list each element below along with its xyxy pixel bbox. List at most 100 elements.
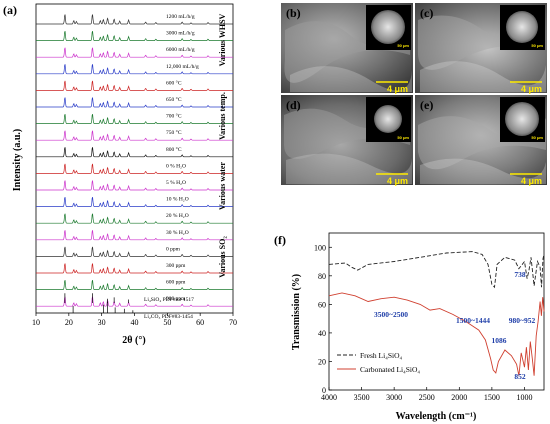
group-label-temp: Various temp. <box>218 92 227 140</box>
xrd-x-ticks: 10 20 30 40 50 60 70 <box>32 313 237 327</box>
xrd-trace <box>36 14 233 25</box>
xrd-trace-label: 12,000 mL/h/g <box>166 64 199 70</box>
xrd-reference-label: Li₂CO₃ PDF#83-1454 <box>144 314 193 320</box>
svg-text:50 μm: 50 μm <box>531 135 543 140</box>
xrd-trace-label: 600 °C <box>166 79 182 86</box>
ftir-fresh-curve <box>328 251 545 289</box>
xrd-trace <box>36 180 233 191</box>
xrd-trace <box>36 213 233 224</box>
xrd-trace-label: 3000 mL/h/g <box>166 31 195 37</box>
xrd-trace-label: 10 % H₂O <box>166 197 189 203</box>
xrd-trace-label: 0 % H₂O <box>166 163 186 169</box>
ftir-x-tick-label: 3500 <box>354 393 370 402</box>
xrd-x-tick-label: 20 <box>65 318 73 327</box>
ftir-y-axis-title: Transmission (%) <box>291 274 302 350</box>
xrd-trace <box>36 30 233 41</box>
ftir-y-tick-label: 40 <box>318 329 326 338</box>
ftir-x-tick-label: 4000 <box>321 393 337 402</box>
xrd-trace <box>36 196 233 207</box>
xrd-trace-label: 30 % H₂O <box>166 230 189 236</box>
group-label-so2: Various SO₂ <box>218 236 227 278</box>
xrd-trace <box>36 113 233 124</box>
xrd-trace-label: 20 % H₂O <box>166 213 189 219</box>
group-label-whsv: Various WHSV <box>218 13 227 66</box>
xrd-x-tick-label: 30 <box>98 318 106 327</box>
annotation-3500-2500: 3500~2500 <box>374 310 408 319</box>
annotation-738: 738 <box>514 270 526 279</box>
xrd-trace <box>36 263 233 274</box>
xrd-x-tick-label: 10 <box>32 318 40 327</box>
xrd-reference-patterns: Li₄SiO₄ PDF#83-1517 Li₂CO₃ PDF#83-1454 <box>64 293 194 320</box>
xrd-trace-label: 700 °C <box>166 113 182 120</box>
xrd-trace-label: 1200 mL/h/g <box>166 14 195 20</box>
xrd-trace-labels: 1200 mL/h/g 3000 mL/h/g 6000 mL/h/g 12,000 … <box>166 14 199 302</box>
svg-text:50 μm: 50 μm <box>397 135 409 140</box>
xrd-trace <box>36 64 233 75</box>
xrd-x-axis-title: 2θ (°) <box>122 335 145 346</box>
xrd-trace-label: 750 °C <box>166 129 182 136</box>
group-label-water: Various water <box>218 162 227 210</box>
annotation-1086: 1086 <box>492 336 507 345</box>
panel-f-label: (f) <box>274 233 286 247</box>
ftir-x-tick-label: 2500 <box>419 393 435 402</box>
xrd-trace-label: 0 ppm <box>166 246 181 252</box>
ftir-carbonated-curve <box>328 292 545 376</box>
ftir-x-tick-label: 1500 <box>484 393 500 402</box>
sem-panel-label: (e) <box>420 98 433 112</box>
sem-panel-b: 50 μm (b) 4 μm <box>281 3 413 94</box>
ftir-x-tick-label: 2000 <box>451 393 467 402</box>
xrd-x-tick-label: 40 <box>131 318 139 327</box>
xrd-trace <box>36 246 233 257</box>
xrd-trace <box>36 80 233 91</box>
xrd-reference-label: Li₄SiO₄ PDF#83-1517 <box>144 297 194 303</box>
xrd-trace-label: 800 °C <box>166 146 182 153</box>
xrd-y-axis-title: Intensity (a.u.) <box>12 129 23 192</box>
ftir-y-ticks: 0 20 40 60 80 100 <box>314 243 332 395</box>
svg-text:50 μm: 50 μm <box>397 43 409 48</box>
sem-panel-label: (b) <box>286 6 301 20</box>
ftir-y-tick-label: 60 <box>318 300 326 309</box>
xrd-trace-label: 650 °C <box>166 96 182 103</box>
sem-panel-c: 50 μm (c) 4 μm <box>415 3 547 94</box>
xrd-trace <box>36 147 233 158</box>
ftir-x-tick-label: 1000 <box>516 393 532 402</box>
annotation-1500-1444: 1500~1444 <box>456 316 490 325</box>
svg-text:50 μm: 50 μm <box>531 43 543 48</box>
xrd-trace <box>36 97 233 108</box>
legend-fresh-label: Fresh Li₄SiO₄ <box>360 351 402 360</box>
scale-label: 4 μm <box>387 176 408 186</box>
xrd-trace-label: 600 ppm <box>166 280 186 286</box>
sem-panel-e: 50 μm (e) 4 μm <box>415 95 547 186</box>
xrd-trace <box>36 163 233 174</box>
annotation-980-952: 980~952 <box>509 316 536 325</box>
xrd-traces <box>36 14 233 307</box>
xrd-trace-label: 900 ppm <box>166 296 186 302</box>
xrd-x-tick-label: 60 <box>196 318 204 327</box>
xrd-trace <box>36 130 233 141</box>
xrd-panel: (a) 1200 mL/h/g 3000 mL/h/g 6000 mL/h/g 12,… <box>3 3 237 346</box>
xrd-trace <box>36 230 233 241</box>
sem-panel-d: 50 μm (d) 4 μm <box>281 95 413 186</box>
ftir-x-tick-label: 3000 <box>386 393 402 402</box>
sem-panel-label: (d) <box>286 98 301 112</box>
ftir-x-ticks: 4000 3500 3000 2500 2000 1500 1000 <box>321 387 532 402</box>
xrd-trace-label: 5 % H₂O <box>166 180 186 186</box>
ftir-y-tick-label: 0 <box>322 386 326 395</box>
ftir-y-tick-label: 80 <box>318 272 326 281</box>
scale-label: 4 μm <box>387 84 408 94</box>
ftir-y-tick-label: 100 <box>314 243 326 252</box>
xrd-x-tick-label: 70 <box>229 318 237 327</box>
xrd-trace <box>36 47 233 58</box>
xrd-trace-label: 6000 mL/h/g <box>166 47 195 53</box>
ftir-x-axis-title: Wavelength (cm⁻¹) <box>396 411 477 422</box>
xrd-trace-label: 300 ppm <box>166 263 186 269</box>
legend-carbonated-label: Carbonated Li₄SiO₄ <box>360 365 420 374</box>
scale-label: 4 μm <box>521 176 542 186</box>
sem-panel-label: (c) <box>420 6 433 20</box>
xrd-trace <box>36 279 233 290</box>
ftir-y-tick-label: 20 <box>318 357 326 366</box>
xrd-x-tick-label: 50 <box>163 318 171 327</box>
panel-a-label: (a) <box>3 3 17 17</box>
ftir-panel: (f) 0 20 40 60 80 100 4000 3500 3000 2500 2000 150… <box>274 232 545 422</box>
annotation-852: 852 <box>514 372 526 381</box>
